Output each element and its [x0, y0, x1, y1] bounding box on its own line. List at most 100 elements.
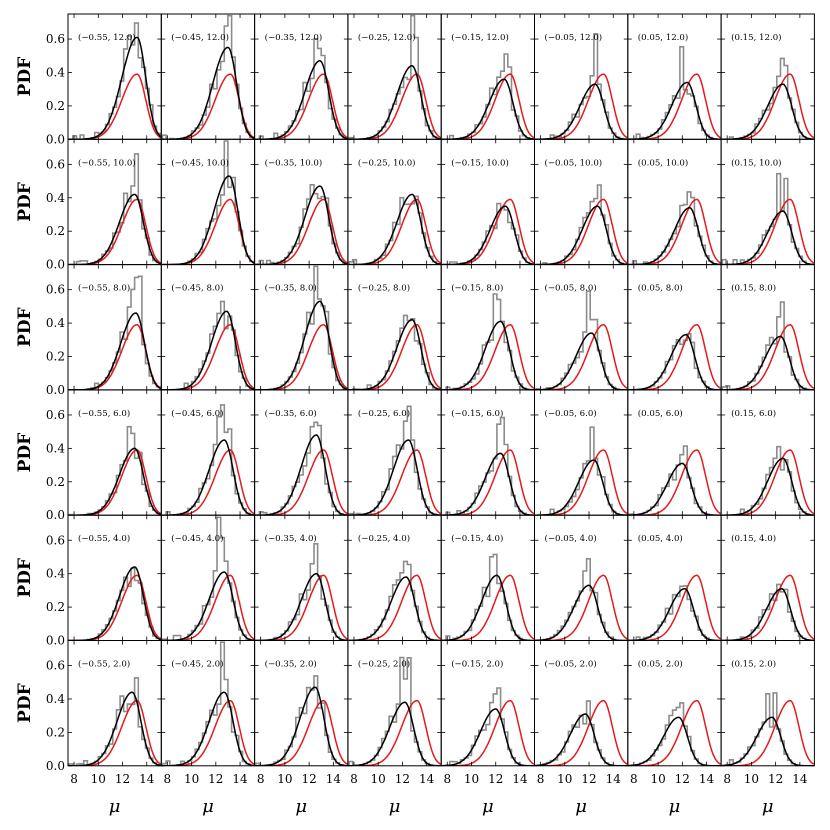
- x-axis-title: μ: [389, 796, 401, 817]
- x-tick-label: 10: [91, 772, 106, 786]
- panel-0-3: (−0.25, 12.0): [347, 13, 442, 140]
- y-axis-title: PDF: [15, 182, 35, 222]
- panel-3-1: (−0.45, 6.0): [160, 389, 256, 516]
- panel-5-2: (−0.35, 2.0) 8 10 12 14: [254, 640, 349, 786]
- reference-curve: [68, 699, 162, 766]
- panel-1-2: (−0.35, 10.0): [254, 138, 349, 266]
- histogram-series: [721, 301, 815, 390]
- x-tick-label: 8: [257, 772, 265, 786]
- x-tick-label: 12: [208, 772, 223, 786]
- x-tick-label: 8: [723, 772, 731, 786]
- y-tick-label: 0.4: [46, 65, 65, 79]
- panel-label: (−0.35, 10.0): [265, 157, 323, 168]
- fit-curve: [721, 83, 814, 140]
- fit-curve: [441, 708, 534, 766]
- y-axis-title: PDF: [15, 683, 35, 723]
- histogram-series: [348, 560, 442, 641]
- reference-curve: [161, 699, 255, 766]
- fit-curve: [627, 716, 721, 766]
- histogram-series: [255, 184, 348, 265]
- panel-1-3: (−0.25, 10.0): [347, 138, 442, 266]
- fit-curve: [161, 691, 255, 766]
- histogram-series: [68, 425, 162, 516]
- histogram-series: [441, 293, 535, 390]
- panel-0-5: (−0.05, 12.0): [534, 13, 629, 140]
- panel-label: (−0.55, 2.0): [78, 659, 130, 670]
- panel-label: (0.15, 4.0): [731, 533, 776, 544]
- y-tick-label: 0.0: [46, 634, 65, 648]
- y-tick-label: 0.2: [46, 725, 65, 739]
- fit-curve: [347, 701, 441, 766]
- panel-2-2: (−0.35, 8.0): [254, 264, 349, 391]
- x-tick-label: 14: [419, 772, 435, 786]
- reference-curve: [161, 574, 255, 641]
- panel-label: (−0.55, 8.0): [78, 283, 130, 294]
- x-tick-label: 8: [537, 772, 545, 786]
- panel-4-7: (0.15, 4.0): [720, 514, 815, 642]
- y-tick-label: 0.6: [46, 659, 65, 673]
- fit-curve: [254, 572, 348, 641]
- panel-label: (−0.35, 2.0): [265, 659, 317, 670]
- fit-curve: [347, 439, 441, 516]
- panel-label: (−0.25, 10.0): [358, 157, 416, 168]
- x-tick-label: 12: [395, 772, 410, 786]
- y-tick-label: 0.0: [46, 759, 65, 773]
- fit-curve: [441, 320, 535, 390]
- panel-1-0: (−0.55, 10.0) 0.0 0.2 0.4 0.6: [46, 138, 162, 272]
- panel-label: (−0.45, 8.0): [171, 283, 223, 294]
- panel-5-6: (0.05, 2.0) 8 10 12 14: [627, 640, 722, 786]
- x-axis-title: μ: [762, 796, 774, 817]
- y-tick-label: 0.0: [46, 258, 65, 272]
- histogram-series: [68, 677, 162, 766]
- x-axis-title: μ: [109, 796, 121, 817]
- panel-4-6: (0.05, 4.0): [627, 514, 722, 642]
- histogram-series: [255, 421, 348, 516]
- y-tick-label: 0.6: [46, 533, 65, 547]
- panel-4-3: (−0.25, 4.0): [347, 514, 442, 642]
- fit-curve: [347, 576, 441, 641]
- panel-1-4: (−0.15, 10.0): [440, 138, 536, 266]
- panel-5-1: (−0.45, 2.0) 8 10 12 14: [160, 640, 256, 786]
- panel-3-7: (0.15, 6.0): [720, 389, 815, 516]
- reference-curve: [441, 323, 535, 390]
- fit-curve: [721, 587, 814, 641]
- x-tick-label: 12: [675, 772, 690, 786]
- panel-0-7: (0.15, 12.0): [720, 13, 815, 140]
- panel-5-5: (−0.05, 2.0) 8 10 12 14: [534, 640, 629, 786]
- panel-label: (−0.25, 6.0): [358, 408, 410, 419]
- x-tick-label: 8: [630, 772, 638, 786]
- panel-label: (−0.15, 4.0): [451, 533, 503, 544]
- panel-3-3: (−0.25, 6.0): [347, 389, 442, 516]
- fit-curve: [161, 571, 255, 641]
- x-axis-title: μ: [669, 796, 681, 817]
- fit-curve: [534, 332, 628, 390]
- x-tick-label: 14: [699, 772, 715, 786]
- x-tick-label: 14: [232, 772, 248, 786]
- histogram-series: [255, 675, 348, 766]
- panel-4-4: (−0.15, 4.0): [440, 514, 536, 642]
- panel-2-0: (−0.55, 8.0) 0.0 0.2 0.4 0.6: [46, 264, 162, 397]
- panel-label: (−0.25, 8.0): [358, 283, 410, 294]
- y-tick-label: 0.2: [46, 224, 65, 238]
- reference-curve: [534, 699, 628, 766]
- y-tick-label: 0.4: [46, 316, 65, 330]
- panel-label: (−0.05, 12.0): [545, 32, 603, 43]
- fit-curve: [721, 210, 814, 265]
- panel-label: (0.15, 8.0): [731, 283, 776, 294]
- panel-1-6: (0.05, 10.0): [627, 138, 722, 266]
- panel-label: (−0.45, 12.0): [171, 32, 229, 43]
- x-tick-label: 12: [581, 772, 596, 786]
- fit-curve: [254, 434, 348, 516]
- panel-0-0: (−0.55, 12.0) 0.0 0.2 0.4 0.6: [46, 13, 162, 146]
- x-tick-label: 8: [164, 772, 172, 786]
- x-tick-label: 10: [277, 772, 292, 786]
- x-tick-label: 12: [301, 772, 316, 786]
- panel-label: (−0.45, 6.0): [171, 408, 223, 419]
- panel-5-7: (0.15, 2.0) 8 10 12 14: [720, 640, 815, 786]
- fit-curve: [254, 60, 348, 140]
- y-tick-label: 0.4: [46, 191, 65, 205]
- reference-curve: [627, 73, 721, 140]
- panel-label: (0.15, 2.0): [731, 659, 776, 670]
- fit-curve: [441, 78, 534, 140]
- x-tick-label: 12: [768, 772, 783, 786]
